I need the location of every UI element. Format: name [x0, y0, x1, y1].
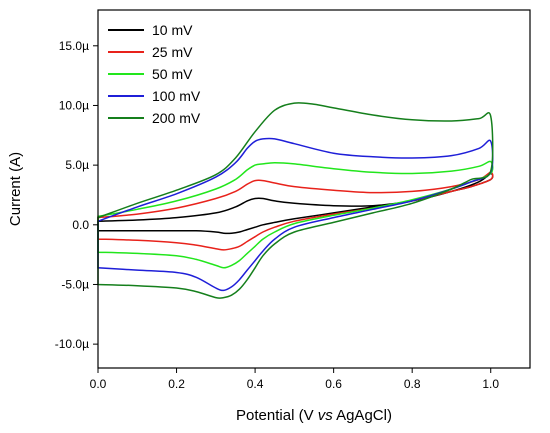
- x-axis-ticks: 0.0 0.2 0.4 0.6 0.8 1.0: [90, 368, 499, 391]
- x-axis-title-part-2: AgAgCl): [333, 407, 392, 424]
- series-line-4: [97, 137, 494, 292]
- series-line-5: [97, 102, 494, 299]
- x-axis-title-italic: vs: [318, 407, 334, 424]
- y-tick-label: 10.0µ: [59, 98, 89, 112]
- legend-label: 200 mV: [152, 110, 201, 126]
- plot-lines: [97, 102, 494, 299]
- y-tick-label: 0.0: [72, 218, 89, 232]
- series-line-3: [97, 160, 494, 269]
- y-tick-label: 5.0µ: [65, 158, 89, 172]
- plot-frame: [97, 9, 531, 369]
- y-axis-title: Current (A): [7, 152, 24, 226]
- y-tick-label: -10.0µ: [55, 337, 89, 351]
- series-line-1: [97, 172, 494, 235]
- legend: 10 mV 25 mV 50 mV 100 mV 200 mV: [108, 22, 201, 126]
- y-axis-ticks: -10.0µ -5.0µ 0.0 5.0µ 10.0µ 15.0µ: [55, 39, 98, 351]
- series-line-2: [97, 171, 494, 251]
- x-tick-label: 0.8: [404, 377, 421, 391]
- x-tick-label: 0.0: [90, 377, 107, 391]
- x-axis-title-part-1: Potential (V: [236, 407, 318, 424]
- y-tick-label: 15.0µ: [59, 39, 89, 53]
- x-tick-label: 1.0: [482, 377, 499, 391]
- legend-label: 100 mV: [152, 88, 201, 104]
- legend-label: 50 mV: [152, 66, 193, 82]
- y-tick-label: -5.0µ: [61, 277, 89, 291]
- x-tick-label: 0.2: [168, 377, 185, 391]
- legend-label: 10 mV: [152, 22, 193, 38]
- x-tick-label: 0.4: [247, 377, 264, 391]
- x-axis-title: Potential (V vs AgAgCl): [236, 407, 392, 424]
- legend-label: 25 mV: [152, 44, 193, 60]
- x-tick-label: 0.6: [325, 377, 342, 391]
